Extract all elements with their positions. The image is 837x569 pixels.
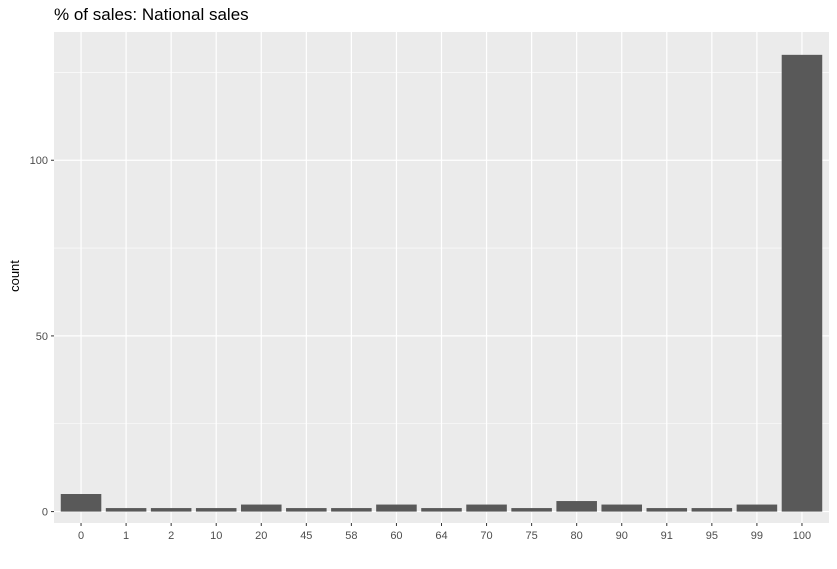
y-tick-label: 0 bbox=[42, 507, 48, 519]
bar-10 bbox=[195, 508, 237, 512]
bar-99 bbox=[736, 504, 778, 512]
x-tick-label: 10 bbox=[210, 530, 222, 542]
bar-45 bbox=[286, 508, 327, 512]
x-tick-label: 91 bbox=[661, 530, 673, 542]
bar-58 bbox=[331, 508, 372, 512]
x-tick-label: 20 bbox=[255, 530, 267, 542]
x-tick-label: 45 bbox=[300, 530, 312, 542]
y-axis-title: count bbox=[7, 260, 22, 292]
x-tick-label: 80 bbox=[571, 530, 583, 542]
bar-20 bbox=[240, 504, 282, 512]
bar-0 bbox=[60, 494, 102, 512]
bar-100 bbox=[781, 54, 823, 512]
bar-95 bbox=[691, 508, 733, 512]
major-gridlines bbox=[54, 32, 829, 523]
x-axis: 0 1 2 10 20 45 58 60 64 70 75 80 90 91 95 99 100 bbox=[78, 523, 811, 542]
x-tick-label: 64 bbox=[435, 530, 447, 542]
x-tick-label: 100 bbox=[793, 530, 811, 542]
x-tick-label: 99 bbox=[751, 530, 763, 542]
x-tick-label: 90 bbox=[616, 530, 628, 542]
bar-75 bbox=[511, 508, 552, 512]
bar-60 bbox=[376, 504, 417, 512]
y-tick-label: 100 bbox=[30, 155, 48, 167]
y-tick-label: 50 bbox=[36, 331, 48, 343]
bar-90 bbox=[601, 504, 643, 512]
x-tick-label: 2 bbox=[168, 530, 174, 542]
x-tick-label: 0 bbox=[78, 530, 84, 542]
x-tick-label: 75 bbox=[525, 530, 537, 542]
bar-70 bbox=[466, 504, 507, 512]
chart-title: % of sales: National sales bbox=[54, 5, 249, 24]
bar-1 bbox=[105, 508, 147, 512]
bar-91 bbox=[646, 508, 688, 512]
bar-64 bbox=[421, 508, 462, 512]
x-tick-label: 95 bbox=[706, 530, 718, 542]
y-axis: 0 50 100 bbox=[30, 155, 54, 519]
x-tick-label: 58 bbox=[345, 530, 357, 542]
x-tick-label: 70 bbox=[480, 530, 492, 542]
x-tick-label: 60 bbox=[390, 530, 402, 542]
bars bbox=[60, 54, 823, 512]
x-tick-label: 1 bbox=[123, 530, 129, 542]
bar-2 bbox=[150, 508, 192, 512]
bar-80 bbox=[556, 501, 597, 512]
